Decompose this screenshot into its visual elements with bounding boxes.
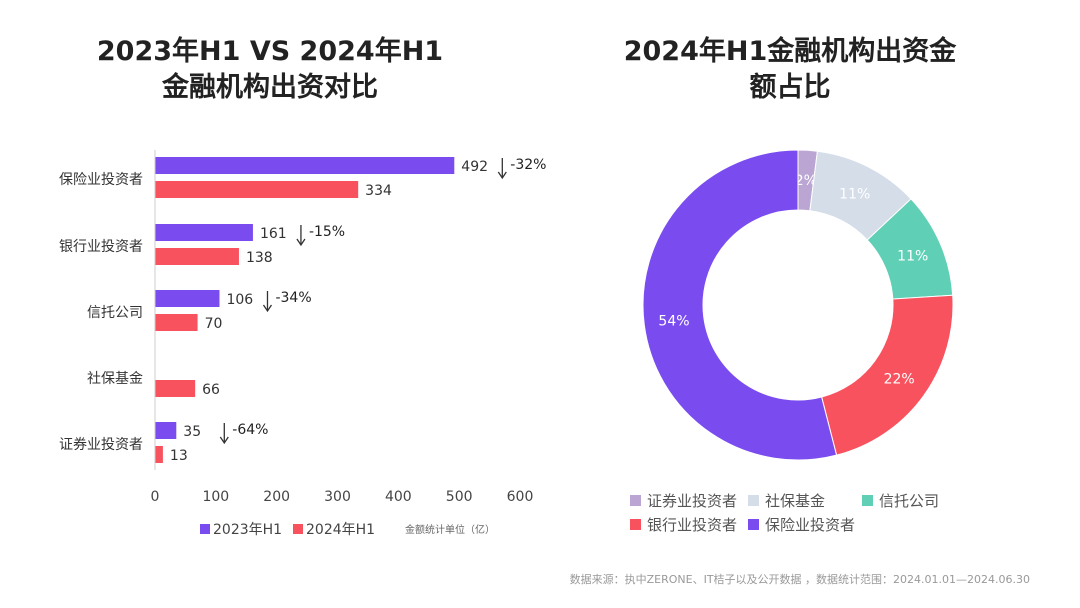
down-arrow-head-icon [296,238,306,247]
bar-chart-title: 2023年H1 VS 2024年H1 金融机构出资对比 [40,34,500,106]
bar-value-label: 138 [246,250,273,266]
bar-value-label: 492 [461,159,488,175]
bar-2024 [155,248,239,265]
down-arrow-head-icon [219,436,229,445]
legend-label: 证券业投资者 [647,492,737,510]
x-tick-label: 200 [263,489,290,505]
slice-label: 11% [839,187,870,203]
legend-swatch [200,524,210,534]
bar-2024 [155,314,198,331]
bar-value-label: 66 [202,382,220,398]
legend-swatch [630,495,641,506]
category-label: 银行业投资者 [59,239,143,255]
pie-title-line2: 额占比 [749,72,831,103]
category-label: 证券业投资者 [59,437,143,453]
bar-value-label: 35 [183,424,201,440]
bar-2024 [155,380,196,397]
down-arrow-head-icon [262,304,273,313]
legend-label: 保险业投资者 [765,516,855,534]
slice-label: 11% [897,248,928,264]
bar-value-label: 161 [260,226,287,242]
unit-note: 金额统计单位（亿） [405,523,495,536]
x-tick-label: 500 [446,489,473,505]
x-tick-label: 0 [151,489,160,505]
x-tick-label: 400 [385,489,412,505]
pie-title-line1: 2024年H1金融机构出资金 [623,36,957,67]
down-arrow-head-icon [497,171,507,180]
category-label: 保险业投资者 [59,172,143,188]
bar-value-label: 70 [205,316,223,332]
bar-value-label: 106 [226,292,253,308]
legend-swatch [748,519,759,530]
bar-value-label: 334 [365,183,392,199]
bar-2023 [155,422,177,439]
legend-label: 社保基金 [765,492,825,510]
change-label: -64% [232,422,268,438]
bar-2023 [155,157,455,174]
legend-label: 2023年H1 [213,522,282,538]
slice-label: 54% [658,314,689,330]
category-label: 社保基金 [87,370,143,387]
slice-label: 22% [884,371,915,387]
slice-label: 2% [795,173,817,189]
source-note: 数据来源：执中ZERONE、IT桔子以及公开数据 ，数据统计范围：2024.01… [569,573,1030,586]
x-tick-label: 300 [324,489,351,505]
bar-2024 [155,181,359,198]
legend-swatch [630,519,641,530]
legend-label: 2024年H1 [306,522,375,538]
legend-swatch [748,495,759,506]
category-label: 信托公司 [87,305,143,321]
bar-2023 [155,290,220,307]
change-label: -32% [510,157,546,173]
bar-title-line1: 2023年H1 VS 2024年H1 [96,36,444,67]
x-tick-label: 100 [202,489,229,505]
bar-title-line2: 金融机构出资对比 [162,72,378,103]
legend-swatch [293,524,303,534]
change-label: -15% [309,224,345,240]
legend-label: 银行业投资者 [647,516,737,534]
bar-2023 [155,224,253,241]
change-label: -34% [275,290,311,306]
donut-slice [642,149,838,461]
bar-value-label: 13 [170,448,188,464]
bar-2024 [155,446,163,463]
pie-chart-title: 2024年H1金融机构出资金 额占比 [560,34,1020,106]
legend-label: 信托公司 [879,492,939,510]
x-tick-label: 600 [507,489,534,505]
legend-swatch [862,495,873,506]
